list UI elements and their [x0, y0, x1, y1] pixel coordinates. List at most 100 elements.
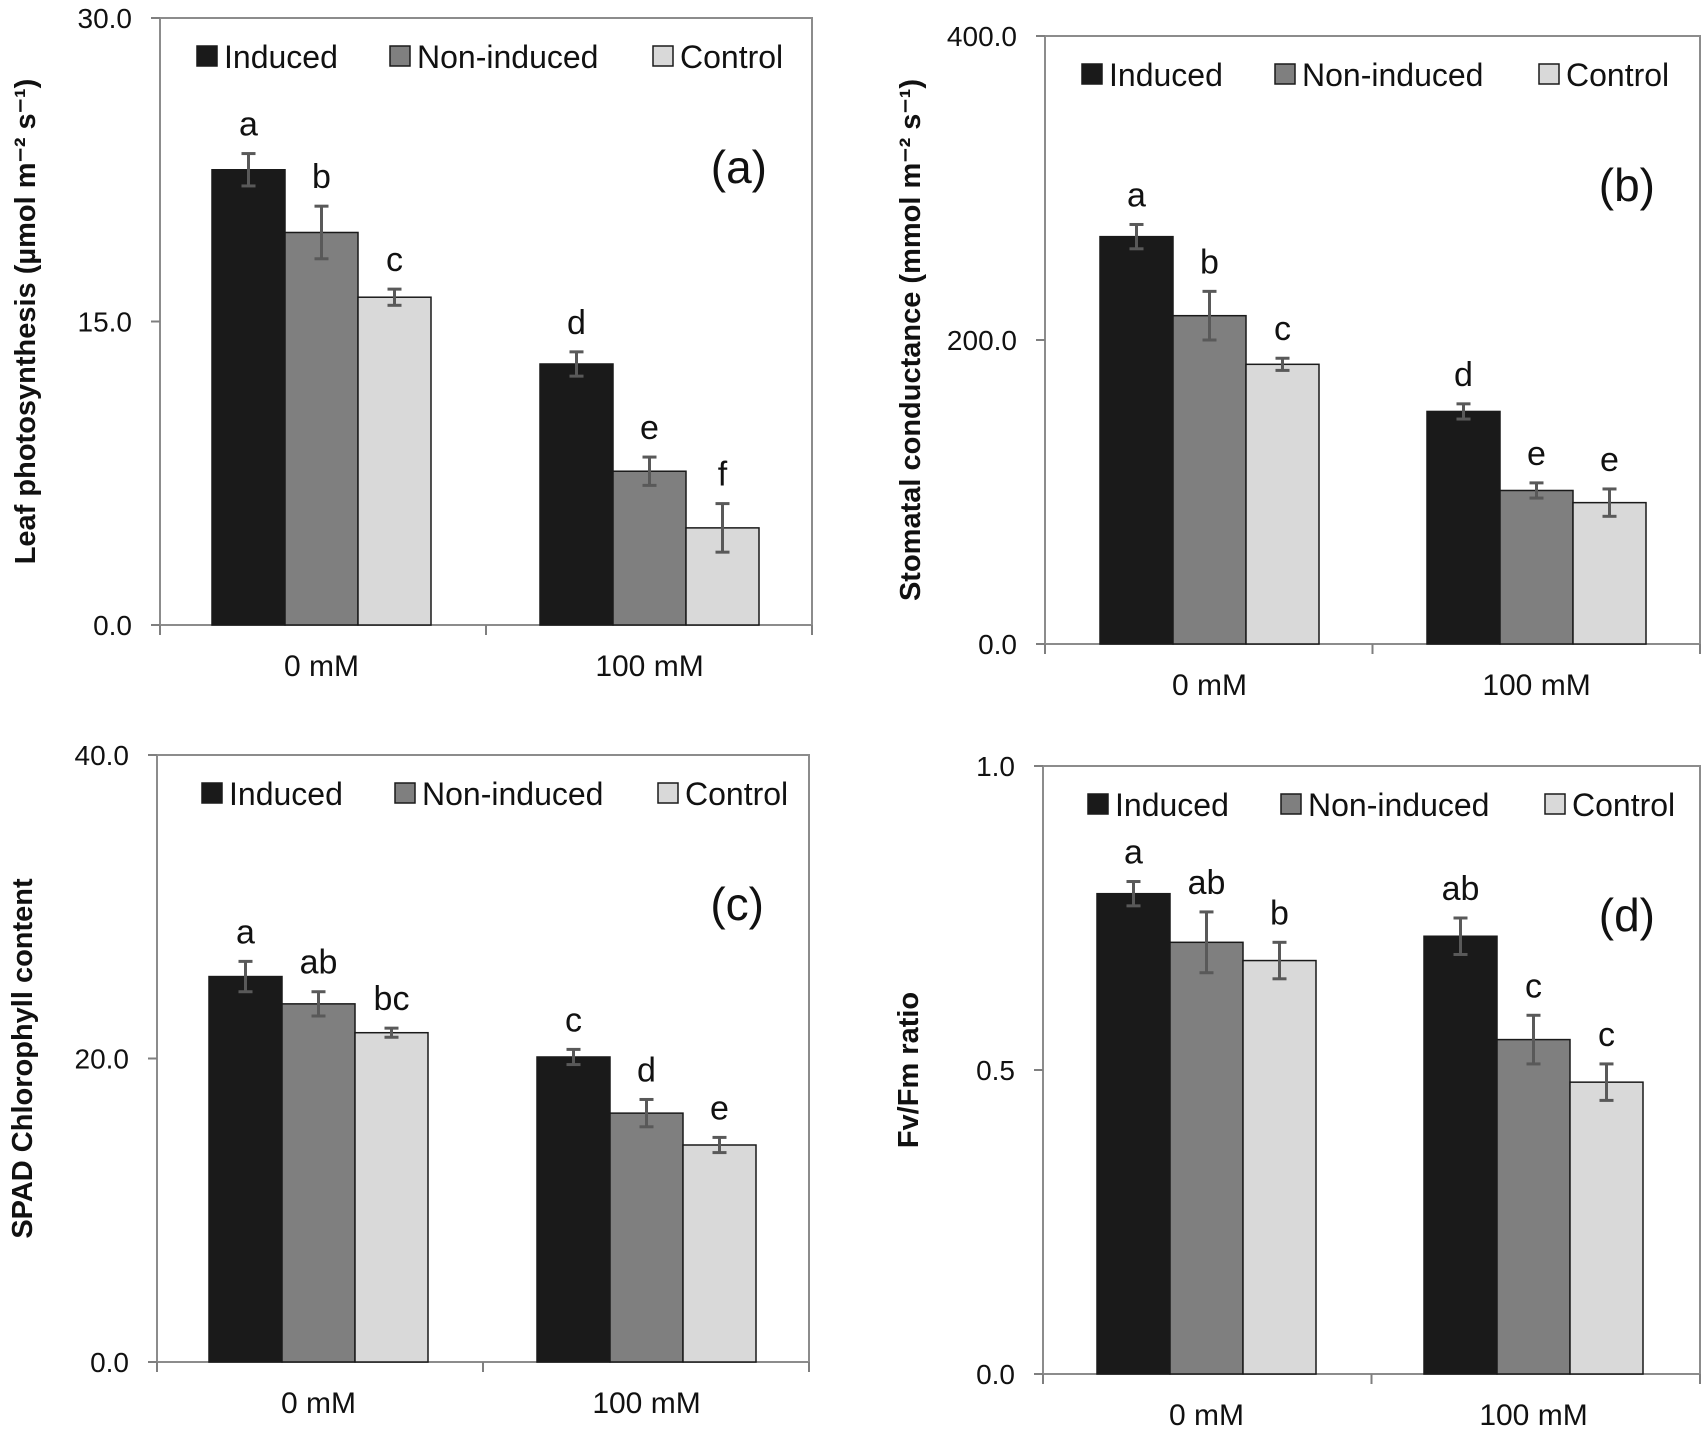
bar-induced — [1096, 892, 1171, 1375]
y-tick-label: 20.0 — [75, 1044, 130, 1075]
y-tick-label: 0.0 — [976, 1359, 1015, 1390]
chart-panel-a: 0.0 15.0 30.0 0 mM 100 mM Leaf photosynthesis… — [10, 3, 813, 683]
significance-letter: e — [640, 409, 659, 447]
bar-non-induced — [1496, 1038, 1571, 1375]
x-category-label: 0 mM — [1172, 669, 1247, 702]
y-tick-label: 15.0 — [78, 307, 133, 338]
legend-label: Control — [1572, 787, 1675, 823]
significance-letter: c — [386, 241, 403, 279]
legend-swatch-induced — [1087, 793, 1109, 815]
legend-label: Non-induced — [417, 39, 598, 75]
bar-control — [682, 1144, 757, 1363]
chart-panel-c: 0.0 20.0 40.0 0 mM 100 mM SPAD Chlorophyll co… — [7, 740, 810, 1420]
y-tick-label: 40.0 — [75, 740, 130, 771]
significance-letter: c — [1274, 310, 1291, 348]
bar-control — [357, 296, 432, 626]
significance-letter: a — [1124, 834, 1143, 872]
bar-induced — [1099, 235, 1174, 645]
y-tick-label: 0.0 — [978, 629, 1017, 660]
significance-letter: f — [718, 456, 728, 494]
y-tick-label: 400.0 — [947, 21, 1017, 52]
y-axis-title: Fv/Fm ratio — [893, 992, 925, 1148]
legend-label: Non-induced — [1302, 57, 1483, 93]
bar-control — [1572, 501, 1647, 645]
legend-label: Induced — [1115, 787, 1229, 823]
bar-non-induced — [612, 470, 687, 626]
legend-label: Induced — [229, 776, 343, 812]
legend-swatch-control — [657, 782, 679, 804]
y-tick-label: 200.0 — [947, 325, 1017, 356]
x-category-label: 100 mM — [592, 1387, 700, 1420]
bar-induced — [536, 1056, 611, 1363]
bar-induced — [211, 169, 286, 626]
legend-swatch-non-induced — [1274, 63, 1296, 85]
chart-panel-b: 0.0 200.0 400.0 0 mM 100 mM Stomatal conducta… — [895, 21, 1701, 702]
x-category-label: 0 mM — [284, 650, 359, 683]
bar-control — [354, 1031, 429, 1363]
x-category-label: 0 mM — [1169, 1399, 1244, 1432]
legend-label: Control — [680, 39, 783, 75]
legend-swatch-control — [1538, 63, 1560, 85]
bar-non-induced — [1169, 941, 1244, 1375]
legend-label: Non-induced — [1308, 787, 1489, 823]
bar-control — [1242, 959, 1317, 1375]
panel-label: (c) — [710, 878, 764, 930]
legend-label: Control — [1566, 57, 1669, 93]
legend-label: Induced — [1109, 57, 1223, 93]
legend-swatch-induced — [196, 45, 218, 67]
y-tick-label: 1.0 — [976, 751, 1015, 782]
significance-letter: c — [1598, 1016, 1615, 1054]
significance-letter: a — [239, 106, 258, 144]
panel-label: (d) — [1599, 889, 1655, 941]
legend-swatch-induced — [1081, 63, 1103, 85]
x-category-label: 0 mM — [281, 1387, 356, 1420]
significance-letter: bc — [374, 980, 410, 1018]
bar-non-induced — [1172, 314, 1247, 645]
bar-induced — [1426, 410, 1501, 645]
x-category-label: 100 mM — [595, 650, 703, 683]
significance-letter: ab — [1188, 864, 1226, 902]
panel-label: (b) — [1599, 159, 1655, 211]
legend-swatch-control — [652, 45, 674, 67]
legend-label: Non-induced — [422, 776, 603, 812]
legend-swatch-non-induced — [394, 782, 416, 804]
legend-swatch-non-induced — [1280, 793, 1302, 815]
bar-non-induced — [1499, 489, 1574, 645]
significance-letter: c — [1525, 967, 1542, 1005]
panel-label: (a) — [711, 141, 767, 193]
significance-letter: a — [236, 913, 255, 951]
significance-letter: b — [1270, 894, 1289, 932]
significance-letter: e — [710, 1089, 729, 1127]
y-tick-label: 0.0 — [93, 610, 132, 641]
bar-non-induced — [284, 231, 359, 626]
significance-letter: a — [1127, 176, 1146, 214]
y-axis-title: SPAD Chlorophyll content — [7, 878, 39, 1239]
significance-letter: e — [1600, 441, 1619, 479]
y-tick-label: 0.0 — [90, 1347, 129, 1378]
bar-induced — [1423, 935, 1498, 1375]
significance-letter: c — [565, 1001, 582, 1039]
y-axis-title: Stomatal conductance (mmol m⁻² s⁻¹) — [895, 79, 927, 601]
bar-induced — [539, 363, 614, 626]
significance-letter: d — [567, 304, 586, 342]
bar-control — [1569, 1081, 1644, 1375]
legend-swatch-non-induced — [389, 45, 411, 67]
significance-letter: ab — [1442, 870, 1480, 908]
significance-letter: e — [1527, 435, 1546, 473]
legend-label: Induced — [224, 39, 338, 75]
significance-letter: ab — [300, 944, 338, 982]
legend-label: Control — [685, 776, 788, 812]
legend-swatch-induced — [201, 782, 223, 804]
legend-swatch-control — [1544, 793, 1566, 815]
bar-non-induced — [609, 1112, 684, 1363]
bar-control — [1245, 363, 1320, 645]
significance-letter: d — [1454, 356, 1473, 394]
significance-letter: b — [1200, 243, 1219, 281]
x-category-label: 100 mM — [1482, 669, 1590, 702]
chart-panel-d: 0.0 0.5 1.0 0 mM 100 mM Fv/Fm ratio a ab ab c b c In… — [893, 751, 1701, 1432]
bar-induced — [208, 975, 283, 1363]
y-tick-label: 0.5 — [976, 1055, 1015, 1086]
bar-non-induced — [281, 1003, 356, 1363]
y-axis-title: Leaf photosynthesis (µmol m⁻² s⁻¹) — [10, 79, 42, 565]
significance-letter: d — [637, 1051, 656, 1089]
